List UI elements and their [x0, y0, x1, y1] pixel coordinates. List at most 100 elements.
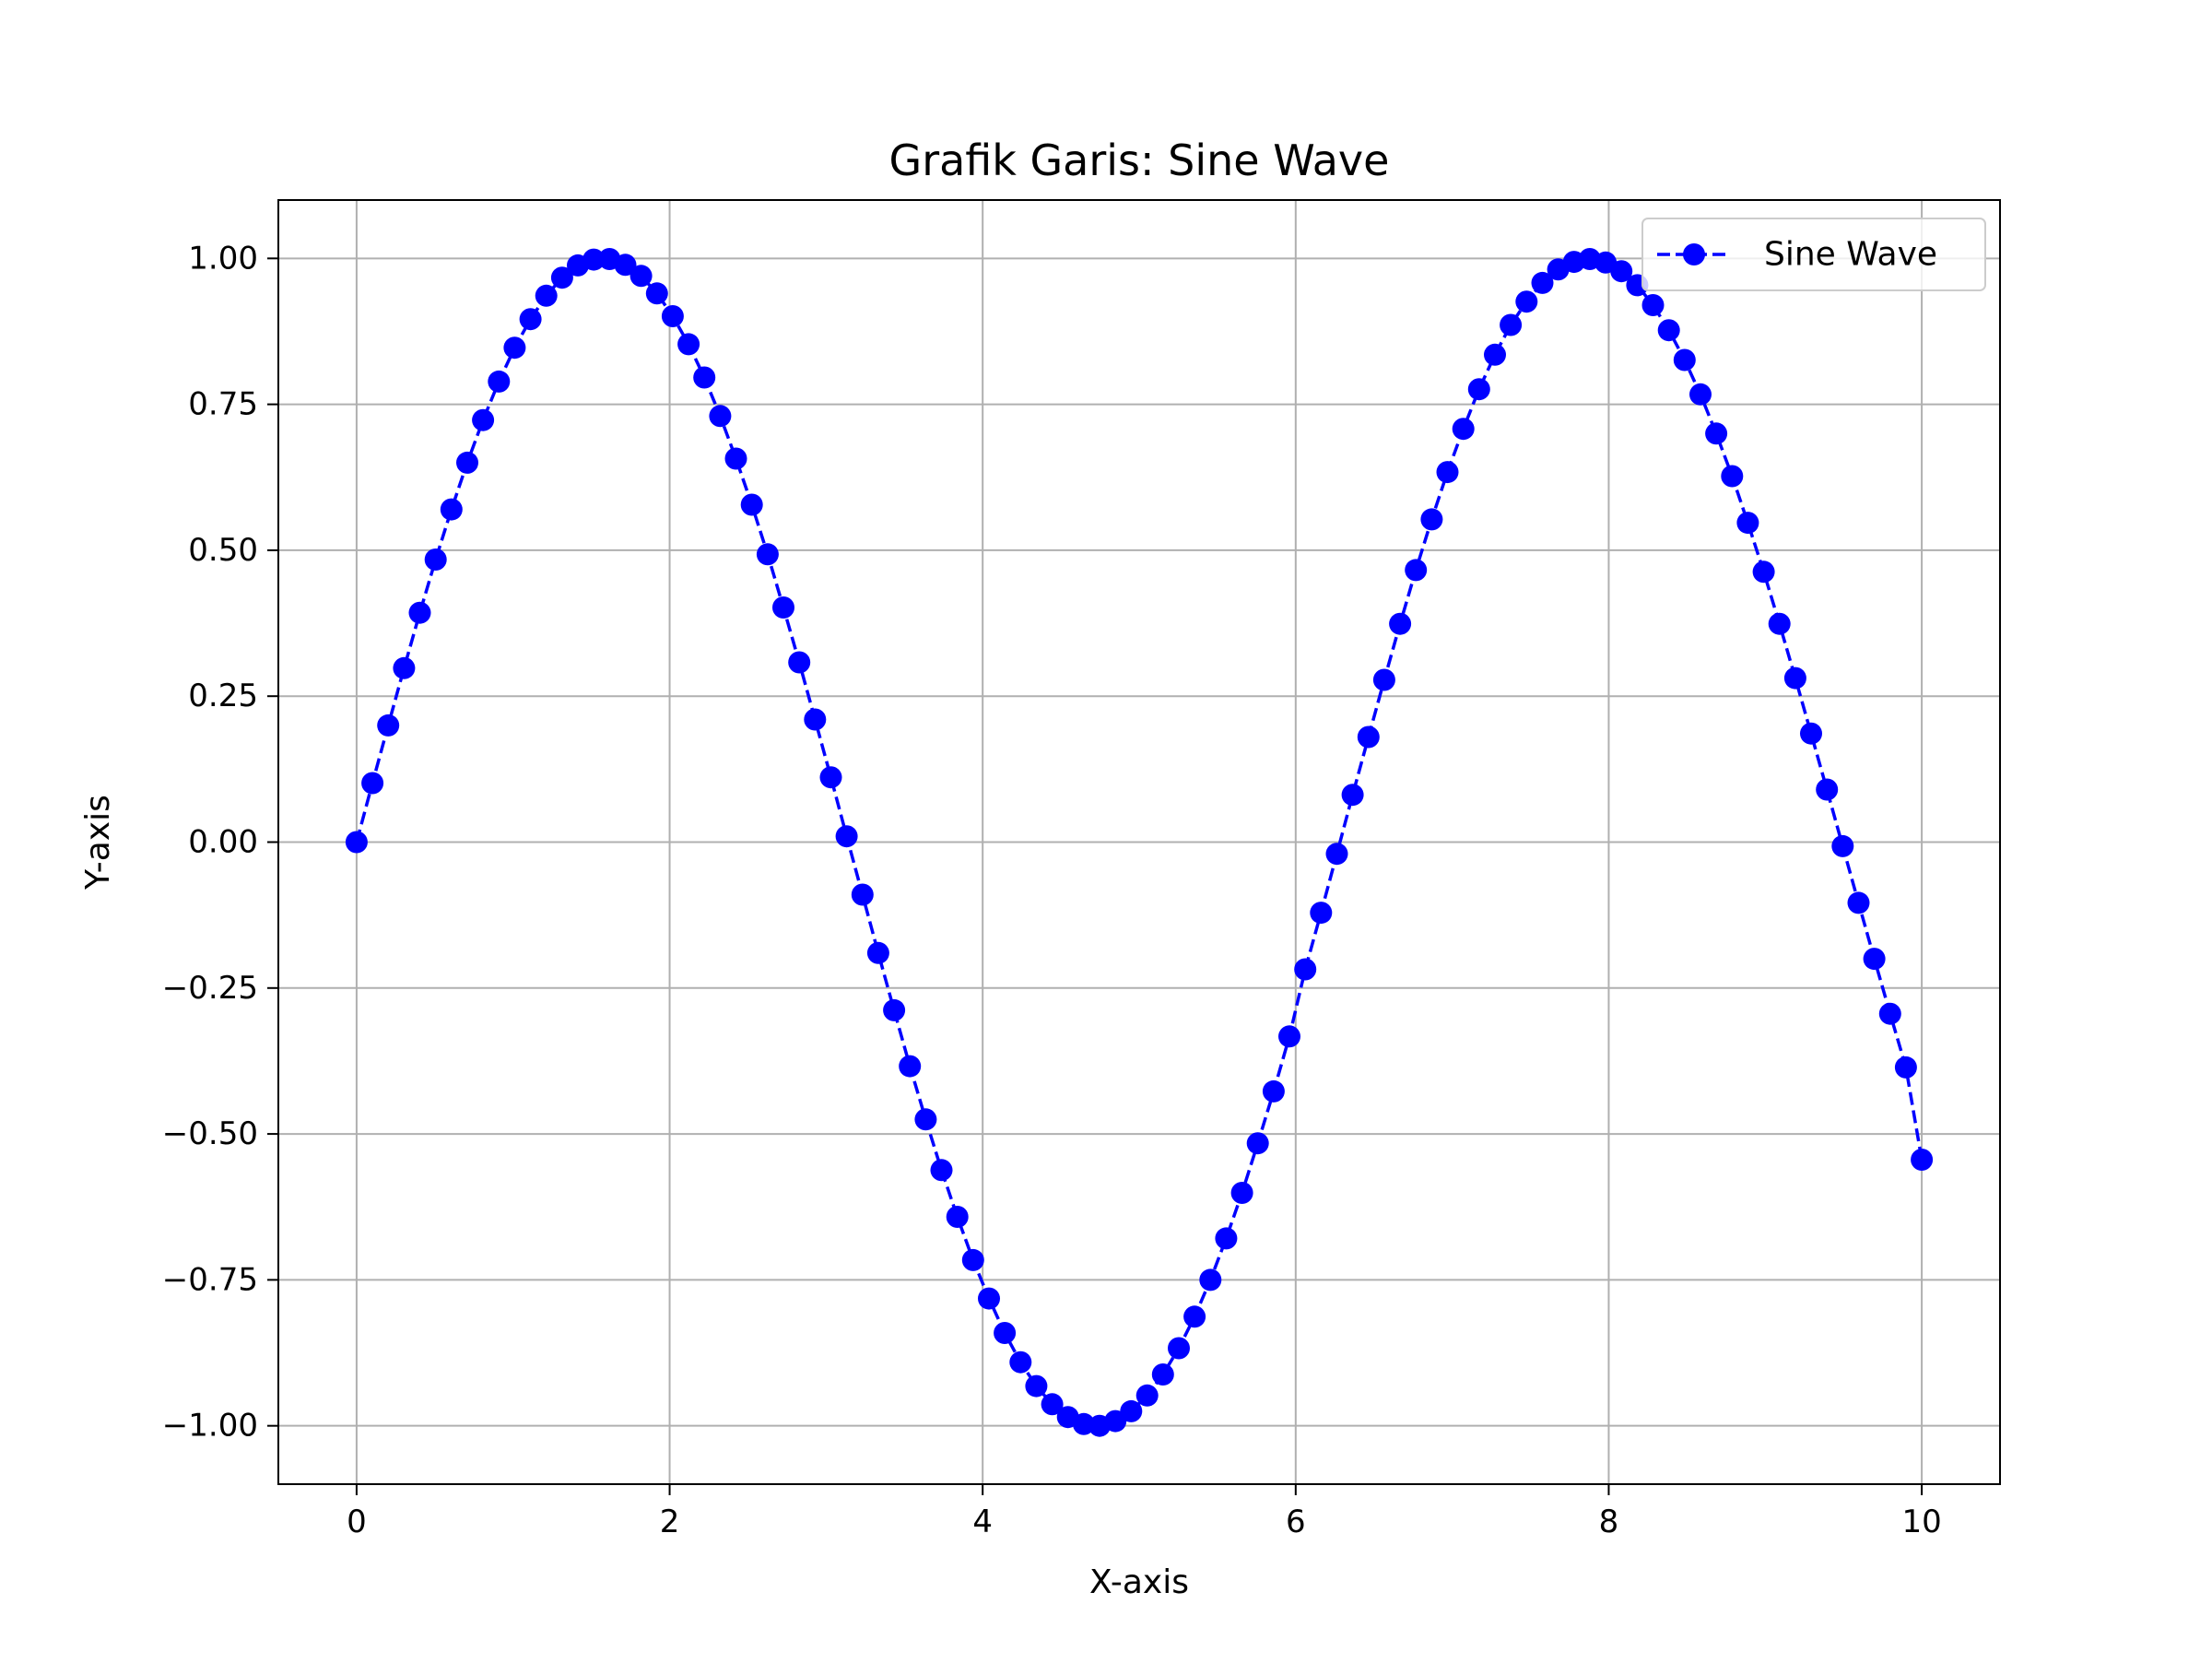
data-point — [614, 254, 637, 277]
x-tick-label: 4 — [972, 1504, 993, 1540]
legend-marker-swatch — [1683, 243, 1705, 265]
data-point — [424, 548, 447, 571]
data-point — [1294, 958, 1317, 981]
data-point — [440, 498, 463, 521]
data-point — [629, 265, 653, 288]
data-point — [1215, 1227, 1238, 1250]
data-point — [1484, 343, 1506, 366]
data-point — [393, 656, 416, 679]
x-tick-label: 6 — [1286, 1504, 1306, 1540]
data-point — [1531, 271, 1554, 294]
series-layer — [345, 248, 1934, 1437]
data-point — [677, 333, 700, 356]
data-point — [914, 1108, 937, 1131]
y-tick-labels: −1.00 −0.75 −0.50 −0.25 0.00 0.25 0.50 0.75 1.00 — [162, 240, 258, 1444]
data-point — [994, 1322, 1017, 1344]
data-point — [1325, 843, 1348, 866]
y-tick-label: 1.00 — [188, 240, 258, 277]
data-point — [472, 408, 495, 431]
data-point — [1199, 1268, 1222, 1291]
data-point — [851, 883, 874, 906]
data-point — [1800, 722, 1822, 745]
data-point — [693, 366, 716, 389]
data-point — [1151, 1363, 1174, 1386]
chart-title: Grafik Garis: Sine Wave — [889, 136, 1390, 185]
data-point — [946, 1206, 969, 1228]
x-tick-label: 8 — [1599, 1504, 1619, 1540]
data-point — [1341, 784, 1364, 807]
data-point — [961, 1248, 984, 1271]
data-point — [345, 831, 368, 854]
y-tick-label: −0.50 — [162, 1115, 258, 1152]
data-point — [1500, 313, 1523, 336]
data-point — [1168, 1337, 1190, 1360]
data-point — [1452, 418, 1475, 441]
data-point — [1183, 1305, 1206, 1328]
data-point — [1372, 668, 1395, 691]
data-point — [819, 766, 842, 789]
data-point — [1878, 1002, 1901, 1025]
y-axis-label: Y-axis — [79, 795, 117, 890]
data-point — [1831, 834, 1854, 857]
data-point — [1783, 666, 1806, 690]
data-point — [1120, 1399, 1143, 1422]
data-point — [535, 284, 558, 307]
legend-label: Sine Wave — [1764, 236, 1937, 274]
data-point — [883, 998, 906, 1021]
data-point — [519, 308, 542, 331]
data-point — [772, 596, 794, 619]
x-axis-label: X-axis — [1089, 1563, 1189, 1601]
tick-marks — [267, 257, 1924, 1495]
data-point — [1310, 902, 1333, 925]
data-point — [978, 1287, 1000, 1310]
x-tick-labels: 0 2 4 6 8 10 — [347, 1504, 1942, 1540]
x-tick-label: 2 — [660, 1504, 680, 1540]
data-point — [899, 1055, 922, 1078]
data-point — [1278, 1025, 1300, 1048]
data-point — [866, 941, 889, 964]
data-point — [1515, 290, 1538, 313]
y-tick-label: 0.00 — [188, 824, 258, 861]
y-tick-label: −1.00 — [162, 1408, 258, 1445]
data-point — [661, 305, 684, 327]
data-point — [1752, 560, 1775, 584]
data-point — [1405, 559, 1428, 582]
y-tick-label: −0.75 — [162, 1261, 258, 1298]
data-point — [804, 708, 827, 731]
data-point — [788, 651, 811, 674]
data-point — [740, 493, 763, 516]
x-tick-label: 10 — [1901, 1504, 1941, 1540]
legend-box — [1641, 218, 1986, 291]
data-point — [456, 451, 478, 474]
data-point — [1816, 778, 1839, 801]
data-point — [756, 543, 779, 566]
x-tick-label: 0 — [347, 1504, 367, 1540]
legend: Sine Wave — [1641, 218, 1986, 291]
data-point — [1894, 1056, 1917, 1079]
y-tick-label: 0.25 — [188, 678, 258, 714]
data-point — [1389, 612, 1412, 635]
data-point — [1025, 1374, 1048, 1398]
data-point — [1705, 422, 1728, 445]
y-tick-label: 0.50 — [188, 532, 258, 569]
data-point — [1768, 612, 1791, 635]
data-point — [488, 370, 511, 393]
data-point — [1610, 260, 1633, 283]
data-point — [835, 825, 858, 848]
data-point — [1041, 1393, 1064, 1416]
data-point — [1436, 461, 1459, 484]
data-point — [1721, 465, 1744, 488]
y-tick-label: 0.75 — [188, 386, 258, 423]
data-point — [1009, 1350, 1032, 1374]
data-point — [1104, 1409, 1127, 1433]
data-point — [1135, 1384, 1159, 1407]
data-point — [1847, 891, 1870, 914]
data-point — [361, 772, 384, 795]
data-point — [724, 447, 747, 470]
data-point — [1230, 1182, 1253, 1204]
data-point — [930, 1159, 953, 1182]
data-point — [377, 714, 400, 737]
data-point — [1673, 348, 1696, 372]
